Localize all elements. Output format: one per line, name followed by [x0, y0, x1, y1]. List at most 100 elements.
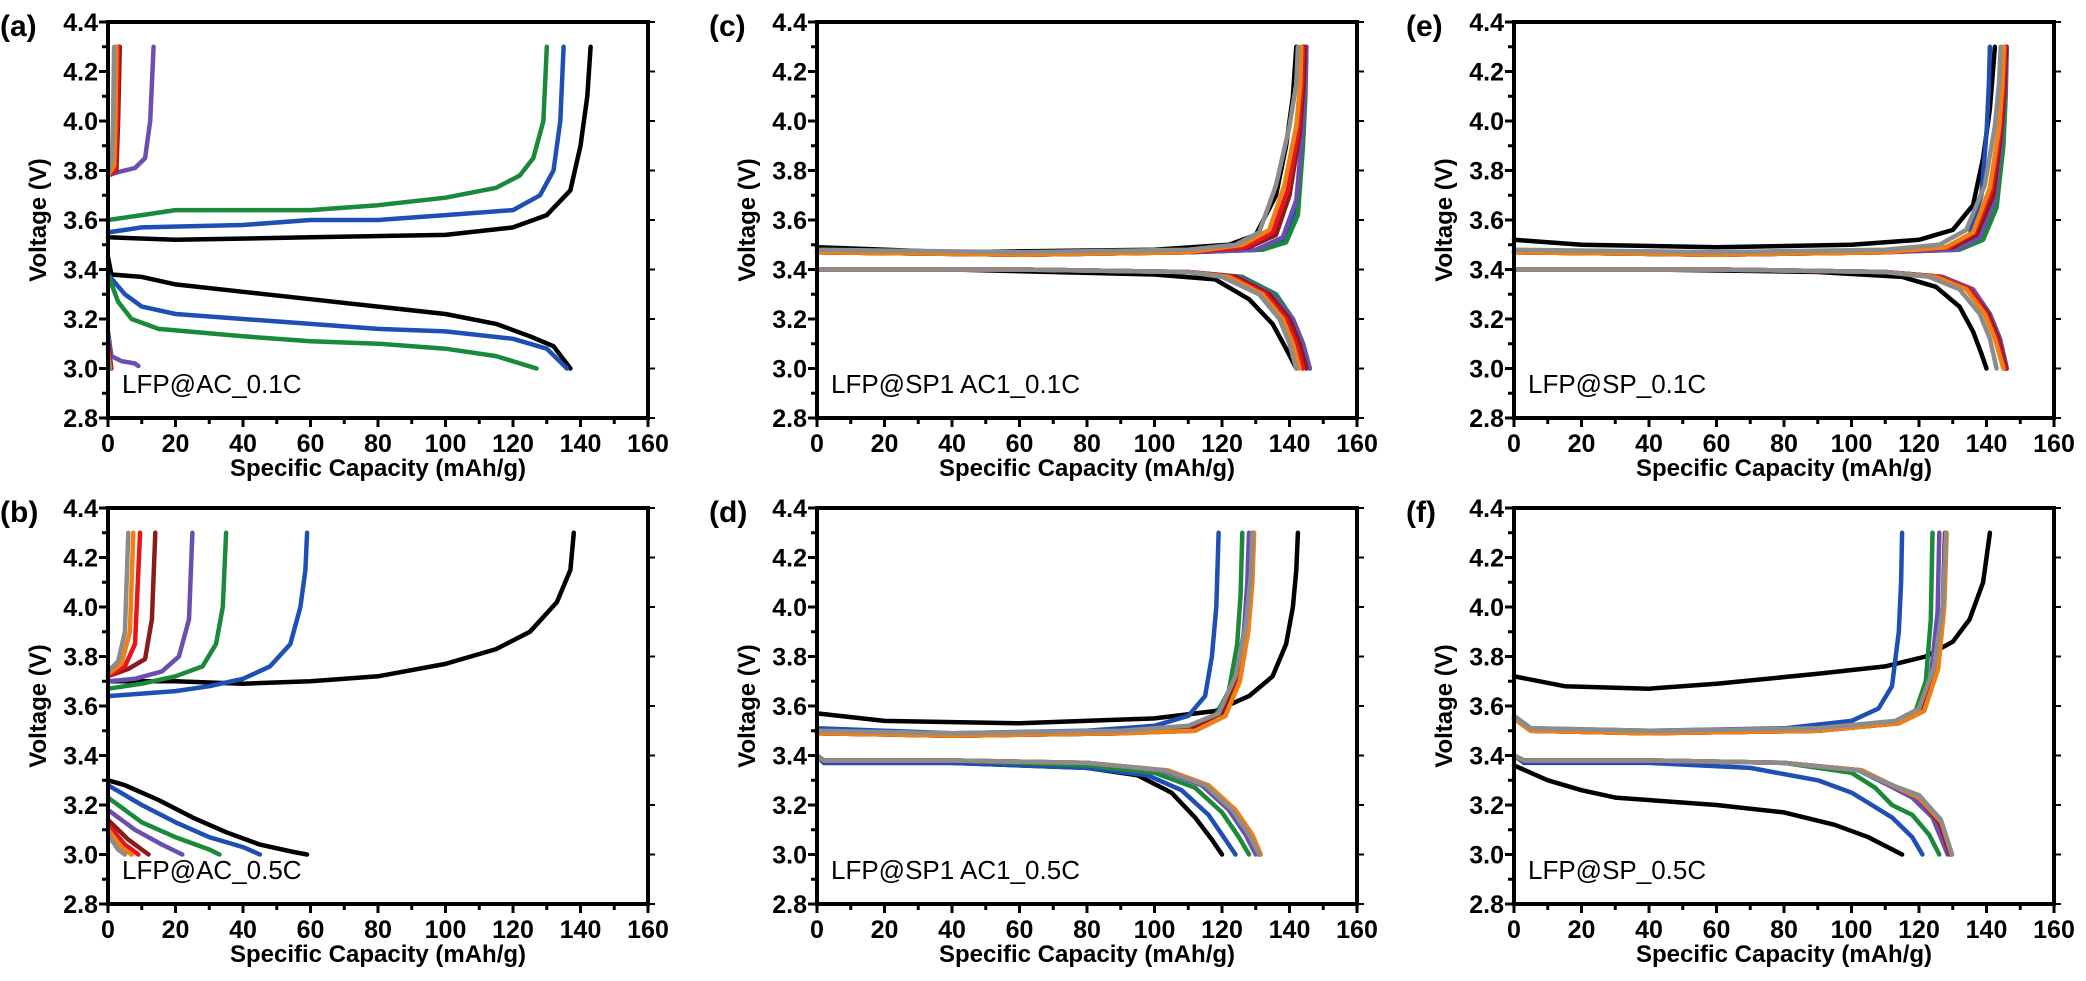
curves: [814, 44, 1313, 371]
y-axis-title: Voltage (V): [1431, 644, 1458, 768]
discharge-curve-0: [105, 778, 310, 857]
panel-f: 2.8 3.0 3.2 3.4 3.6 3.8 4.0 4.2 4.4 0 20 40 60 80 100 1…: [1406, 495, 2075, 968]
x-tick-label: 80: [364, 430, 392, 458]
x-tick-label: 100: [1134, 430, 1176, 458]
charge-curve-1: [105, 530, 310, 699]
y-tick-label: 2.8: [1469, 405, 1504, 433]
charge-curve-1: [1511, 530, 1905, 734]
y-tick-label: 2.8: [63, 891, 98, 919]
x-tick-label: 40: [229, 430, 257, 458]
x-tick-label: 120: [1201, 430, 1243, 458]
curves: [1511, 44, 2010, 371]
panel-label: (d): [709, 496, 747, 529]
x-tick-label: 160: [1336, 430, 1378, 458]
y-tick-label: 4.2: [1469, 59, 1504, 87]
y-tick-label: 4.0: [772, 594, 807, 622]
y-tick-label: 3.2: [1469, 792, 1504, 820]
charge-curve-1: [814, 530, 1221, 736]
y-tick-label: 3.8: [1469, 644, 1504, 672]
x-tick-label: 100: [1831, 916, 1873, 944]
charge-curve-4: [105, 530, 158, 679]
panel-d: 2.8 3.0 3.2 3.4 3.6 3.8 4.0 4.2 4.4 0 20 40 60 80 100 1…: [709, 495, 1378, 968]
charge-curve-0: [814, 44, 1299, 255]
charge-curve-6: [105, 530, 136, 677]
x-tick-label: 40: [1635, 916, 1663, 944]
y-tick-label: 4.4: [772, 9, 807, 37]
panel-a: 2.8 3.0 3.2 3.4 3.6 3.8 4.0 4.2 4.4 0 20 40 60 80 100 1…: [0, 9, 669, 482]
panel-label: (a): [0, 10, 37, 43]
y-tick-label: 4.4: [1469, 495, 1504, 523]
x-tick-label: 20: [871, 430, 899, 458]
discharge-curve-4: [105, 817, 151, 857]
x-tick-label: 40: [938, 430, 966, 458]
discharge-curve-0: [1511, 267, 1989, 371]
x-tick-label: 0: [1507, 430, 1521, 458]
discharge-curve-1: [105, 782, 263, 857]
charge-curve-7: [1511, 530, 1949, 734]
y-tick-label: 4.0: [772, 108, 807, 136]
x-tick-label: 20: [1568, 916, 1596, 944]
charge-curve-1: [105, 44, 566, 235]
discharge-curve-1: [814, 753, 1238, 857]
y-tick-label: 3.8: [63, 644, 98, 672]
y-axis-title: Voltage (V): [25, 158, 52, 282]
sample-annotation: LFP@SP1 AC1_0.1C: [831, 369, 1080, 399]
plot-frame: [815, 506, 1359, 906]
x-tick-label: 80: [1770, 916, 1798, 944]
y-axis-title: Voltage (V): [25, 644, 52, 768]
y-tick-label: 3.6: [63, 693, 98, 721]
y-tick-label: 3.4: [63, 257, 98, 285]
discharge-curve-7: [1511, 267, 1999, 371]
y-tick-label: 3.4: [1469, 743, 1504, 771]
curves: [105, 44, 593, 371]
y-tick-label: 3.6: [772, 693, 807, 721]
y-tick-label: 4.4: [1469, 9, 1504, 37]
charge-curve-6: [1511, 44, 2007, 257]
y-tick-label: 3.6: [1469, 693, 1504, 721]
x-tick-label: 0: [810, 916, 824, 944]
charge-curve-7: [814, 44, 1301, 255]
charge-curve-4: [814, 44, 1307, 257]
discharge-curve-7: [814, 753, 1262, 857]
y-tick-label: 4.2: [772, 59, 807, 87]
plot-frame: [1512, 506, 2056, 906]
x-tick-label: 60: [1006, 430, 1034, 458]
charge-curve-4: [814, 530, 1255, 738]
y-tick-label: 3.4: [63, 743, 98, 771]
charge-curve-5: [814, 44, 1306, 257]
x-tick-label: 160: [627, 430, 669, 458]
discharge-curve-0: [814, 267, 1299, 371]
charge-curve-7: [1511, 44, 2003, 255]
x-tick-label: 140: [560, 430, 602, 458]
x-tick-label: 160: [627, 916, 669, 944]
y-axis-title: Voltage (V): [1431, 158, 1458, 282]
y-tick-label: 3.8: [772, 158, 807, 186]
charge-curve-0: [105, 44, 593, 243]
charge-curve-3: [814, 44, 1309, 257]
panel-label: (e): [1406, 10, 1443, 43]
x-tick-label: 0: [101, 430, 115, 458]
x-tick-label: 120: [1898, 430, 1940, 458]
x-tick-label: 140: [1966, 916, 2008, 944]
x-tick-label: 160: [1336, 916, 1378, 944]
panel-label: (f): [1406, 496, 1436, 529]
charge-curve-5: [1511, 44, 2008, 257]
y-tick-label: 4.4: [772, 495, 807, 523]
discharge-curve-0: [1511, 763, 1905, 857]
y-axis-title: Voltage (V): [734, 158, 761, 282]
sample-annotation: LFP@SP1 AC1_0.5C: [831, 855, 1080, 885]
y-tick-label: 3.0: [63, 356, 98, 384]
x-tick-label: 20: [162, 430, 190, 458]
charge-curve-2: [105, 44, 550, 223]
charge-curve-2: [814, 530, 1245, 738]
discharge-curve-7: [1511, 753, 1955, 857]
charge-curve-1: [814, 44, 1309, 257]
discharge-curve-6: [814, 753, 1264, 857]
discharge-curve-1: [105, 272, 570, 371]
charge-curve-0: [105, 530, 577, 686]
discharge-curve-7: [814, 267, 1299, 371]
charge-curve-3: [1511, 530, 1942, 736]
x-tick-label: 100: [425, 916, 467, 944]
discharge-curve-7: [105, 832, 128, 857]
charge-curve-7: [105, 530, 131, 674]
